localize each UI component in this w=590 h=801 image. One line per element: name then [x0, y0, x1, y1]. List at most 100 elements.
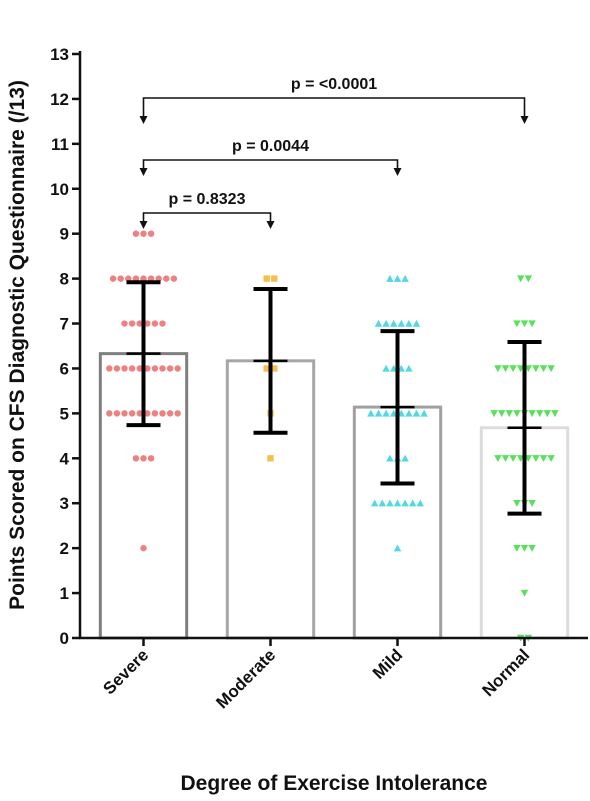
data-point: [378, 499, 386, 507]
data-point: [121, 320, 128, 327]
data-point: [386, 454, 394, 462]
data-point: [513, 410, 521, 418]
data-point: [498, 410, 506, 418]
data-point: [151, 320, 159, 327]
comparison-1: p = 0.8323: [139, 191, 275, 229]
data-point: [128, 410, 136, 417]
x-tick-label-mild: Mild: [369, 645, 406, 682]
data-point: [170, 275, 178, 282]
data-point: [547, 455, 555, 463]
data-point: [409, 499, 417, 507]
data-point: [136, 410, 143, 417]
data-point: [539, 365, 548, 373]
data-point: [524, 275, 532, 283]
data-point: [144, 410, 151, 417]
data-point: [159, 365, 166, 372]
data-point: [109, 275, 117, 282]
y-axis-title: Points Scored on CFS Diagnostic Question…: [6, 80, 29, 610]
data-point: [113, 410, 121, 417]
x-tick-label-normal: Normal: [478, 645, 533, 700]
data-point: [271, 275, 278, 282]
error-bar-moderate: [253, 286, 288, 435]
significance-brackets: p = 0.8323 p = 0.0044 p = <0.0001: [139, 76, 529, 229]
data-point: [494, 455, 502, 463]
data-point: [166, 365, 174, 372]
data-point: [174, 410, 181, 417]
data-point: [536, 410, 544, 418]
data-point: [386, 274, 394, 282]
data-point: [532, 455, 540, 463]
data-point: [267, 455, 274, 462]
data-point: [374, 409, 383, 417]
error-bar-severe: [126, 280, 161, 428]
data-point: [513, 320, 521, 328]
data-point: [117, 275, 124, 282]
y-tick-label: 8: [60, 270, 69, 289]
data-point: [386, 499, 394, 507]
y-tick-label: 12: [50, 90, 69, 109]
p-value-label: p = <0.0001: [291, 76, 377, 93]
data-point: [140, 455, 147, 462]
data-point: [128, 320, 136, 327]
data-point: [501, 365, 510, 373]
data-point: [140, 230, 147, 237]
data-point: [517, 275, 525, 283]
error-bar-mild: [380, 329, 415, 486]
data-point: [520, 544, 529, 552]
data-point: [405, 364, 413, 372]
data-point: [382, 364, 390, 372]
data-point: [132, 455, 140, 462]
data-point: [374, 319, 383, 327]
data-point: [163, 275, 170, 282]
data-point: [367, 409, 375, 417]
y-tick-label: 10: [50, 180, 69, 199]
data-point: [405, 319, 413, 327]
data-point: [539, 455, 548, 463]
error-bars: [126, 280, 542, 516]
data-point: [113, 365, 121, 372]
data-point: [151, 410, 159, 417]
data-point: [147, 230, 155, 237]
x-tick-label-moderate: Moderate: [212, 645, 279, 712]
data-point: [401, 454, 409, 462]
data-point: [390, 319, 398, 327]
data-point: [147, 455, 155, 462]
p-value-label: p = 0.8323: [169, 191, 246, 208]
data-point: [509, 365, 517, 373]
y-tick-label: 13: [50, 45, 69, 64]
data-point: [513, 500, 521, 507]
y-tick-label: 11: [51, 135, 69, 154]
data-point: [166, 410, 174, 417]
y-tick-label: 6: [60, 359, 69, 378]
data-point: [520, 589, 529, 597]
data-point: [528, 320, 536, 328]
data-point: [520, 320, 529, 328]
y-tick-label: 2: [60, 539, 69, 558]
data-point: [136, 320, 143, 327]
y-tick-label: 3: [60, 494, 69, 513]
data-point: [393, 274, 402, 282]
data-point: [382, 319, 390, 327]
data-point: [494, 365, 502, 373]
data-point: [505, 410, 513, 418]
data-point: [263, 275, 270, 282]
data-point: [121, 365, 128, 372]
data-point: [543, 410, 551, 418]
data-point: [547, 365, 555, 373]
data-point: [528, 544, 536, 552]
y-tick-label: 1: [60, 584, 69, 603]
data-point: [144, 320, 151, 327]
data-point: [121, 410, 128, 417]
p-value-label: p = 0.0044: [232, 138, 309, 155]
comparison-2: p = 0.0044: [139, 138, 402, 176]
data-point: [528, 410, 536, 418]
data-point: [159, 410, 166, 417]
data-point: [401, 274, 409, 282]
data-point: [551, 410, 559, 418]
data-point: [416, 499, 424, 507]
data-point: [174, 365, 181, 372]
data-point: [393, 499, 402, 507]
data-point: [397, 319, 405, 327]
